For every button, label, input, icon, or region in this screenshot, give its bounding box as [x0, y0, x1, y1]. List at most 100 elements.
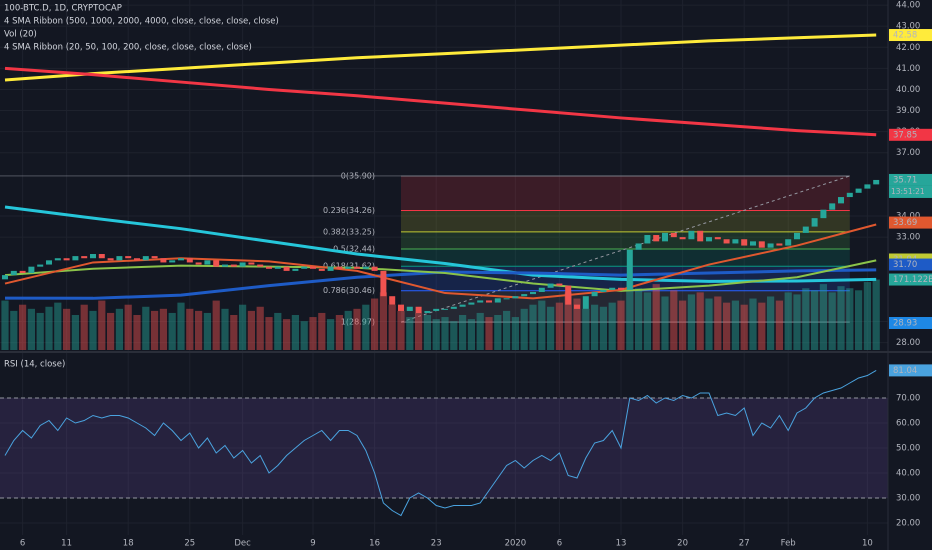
x-tick-label: 9: [310, 539, 315, 549]
fib-label: 1(28.97): [341, 318, 375, 327]
candle-body: [653, 235, 660, 242]
candle-body: [371, 266, 378, 271]
candle-body: [354, 266, 360, 269]
x-tick-label: 6: [557, 539, 562, 549]
candle-body: [486, 300, 492, 303]
x-tick-label: 10: [862, 539, 873, 549]
volume-bar: [758, 302, 766, 350]
volume-bar: [239, 304, 247, 350]
candle-body: [538, 287, 545, 292]
candle-body: [415, 306, 422, 314]
volume-bar: [608, 302, 616, 350]
candle-body: [521, 294, 528, 297]
x-tick-label: 6: [20, 539, 25, 549]
y-tick-label: 33.00: [896, 233, 920, 243]
candle-body: [459, 304, 466, 307]
volume-bar: [538, 300, 546, 350]
candle-body: [389, 296, 396, 305]
candle-body: [54, 258, 61, 261]
volume-bar: [379, 292, 387, 350]
candle-body: [248, 262, 255, 265]
price-label: 28.93: [893, 318, 917, 328]
x-tick-label: 13: [616, 539, 627, 549]
ma-line: [4, 205, 877, 283]
volume-bar: [107, 312, 115, 350]
volume-bar: [54, 302, 62, 350]
countdown-box: [889, 185, 932, 198]
fib-zone: [401, 175, 850, 211]
volume-bar: [687, 294, 695, 350]
candle-body: [301, 266, 308, 269]
volume-bar: [705, 298, 713, 350]
candle-body: [829, 203, 836, 210]
volume-bar: [855, 290, 863, 350]
price-label-box: [889, 216, 932, 229]
y-tick-label: 28.00: [896, 338, 920, 348]
fib-label: 0.236(34.26): [323, 206, 375, 215]
chart-title: 100-BTC.D, 1D, CRYPTOCAP: [4, 4, 122, 14]
candle-body: [19, 270, 26, 273]
candle-body: [362, 266, 369, 269]
volume-bar: [731, 300, 739, 350]
fib-trend: [400, 175, 850, 323]
volume-bar: [327, 319, 335, 350]
volume-bar: [643, 292, 651, 350]
candle-body: [618, 287, 624, 290]
volume-bar: [784, 292, 792, 350]
candle-body: [450, 306, 457, 309]
volume-label: 171.122B: [893, 275, 932, 285]
volume-bar: [582, 308, 590, 350]
volume-bar: [19, 304, 27, 350]
volume-bar: [511, 317, 519, 350]
candle-body: [406, 306, 413, 311]
candle-body: [635, 243, 642, 250]
candle-body: [574, 304, 580, 309]
volume-bar: [476, 312, 484, 350]
ma-line: [4, 66, 877, 137]
volume-bar: [573, 298, 581, 350]
candle-body: [688, 230, 695, 240]
volume-bar: [423, 315, 431, 350]
candle-body: [732, 239, 739, 244]
volume-bar: [27, 308, 35, 350]
candle-body: [741, 239, 748, 246]
volume-bar: [362, 304, 370, 350]
candle-body: [274, 266, 281, 269]
volume-bar: [274, 312, 282, 350]
candle-body: [609, 287, 616, 290]
x-tick-label: Dec: [234, 539, 251, 549]
price-label-box: [889, 316, 932, 329]
candle-body: [600, 289, 607, 292]
indicator-label: 4 SMA Ribbon (20, 50, 100, 200, close, c…: [4, 43, 252, 53]
candle-body: [697, 230, 704, 242]
volume-bar: [300, 321, 308, 350]
candle-body: [846, 192, 853, 198]
candle-body: [565, 285, 572, 305]
volume-bar: [520, 308, 528, 350]
volume-bar: [45, 306, 53, 350]
volume-bar: [740, 304, 748, 350]
volume-bar: [159, 308, 167, 350]
volume-bar: [168, 312, 176, 350]
volume-bar: [406, 317, 414, 350]
x-tick-label: 27: [739, 539, 750, 549]
volume-bar: [353, 308, 361, 350]
volume-bar: [36, 312, 44, 350]
volume-bar: [837, 286, 845, 350]
volume-bar: [591, 304, 599, 350]
volume-bar: [547, 306, 555, 350]
candle-body: [785, 239, 792, 246]
ma-line: [4, 33, 877, 82]
x-tick-label: 23: [431, 539, 442, 549]
price-label-box: [889, 128, 932, 141]
candle-body: [750, 241, 756, 246]
volume-bar: [291, 315, 299, 350]
candle-body: [512, 296, 519, 299]
y-tick-label: 39.00: [896, 106, 920, 116]
ma-line: [4, 259, 877, 292]
volume-bar: [529, 304, 537, 350]
candle-body: [547, 283, 554, 288]
volume-bar: [846, 288, 854, 350]
candle-body: [142, 256, 149, 261]
candle-body: [767, 243, 774, 248]
